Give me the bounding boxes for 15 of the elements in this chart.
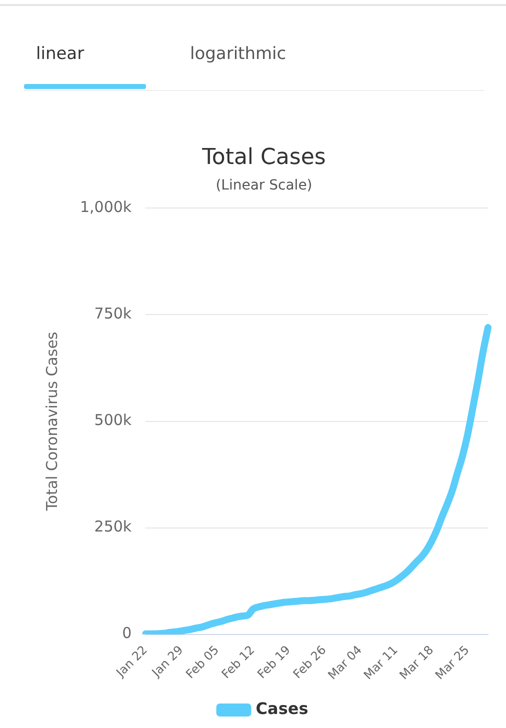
y-tick-label: 250k	[94, 518, 132, 536]
y-axis-title: Total Coronavirus Cases	[42, 332, 61, 512]
legend-label: Cases	[256, 699, 308, 718]
chart-title: Total Cases	[201, 144, 326, 170]
x-tick-label: Jan 29	[148, 642, 186, 680]
y-tick-label: 500k	[94, 411, 132, 430]
text: logarithmic	[190, 44, 286, 64]
x-tick-label: Feb 12	[218, 642, 258, 682]
text: linear	[36, 44, 84, 64]
x-tick-label: Jan 22	[112, 642, 150, 680]
chart-subtitle: (Linear Scale)	[216, 177, 312, 194]
y-tick-label: 750k	[94, 304, 132, 323]
x-tick-label: Feb 05	[183, 642, 222, 682]
y-tick-label: 1,000k	[80, 198, 132, 216]
y-tick-label: 0	[122, 624, 132, 642]
